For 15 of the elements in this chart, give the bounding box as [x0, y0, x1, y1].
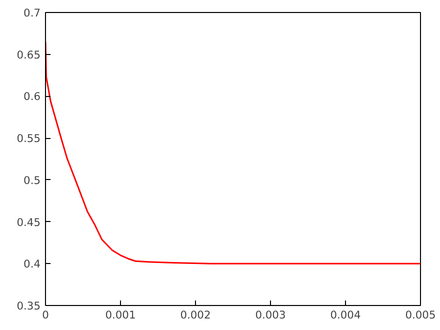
- x-tick-label: 0.002: [180, 308, 211, 322]
- line-series: [46, 41, 420, 264]
- x-tick-label: 0.001: [105, 308, 136, 322]
- x-tick-label: 0.005: [405, 308, 436, 322]
- y-tick-label: 0.55: [16, 132, 41, 146]
- y-tick-label: 0.5: [24, 174, 41, 187]
- y-tick-label: 0.45: [16, 216, 41, 229]
- y-tick-label: 0.4: [24, 258, 41, 271]
- y-tick-label: 0.6: [24, 90, 41, 104]
- y-tick-label: 0.65: [16, 48, 41, 62]
- x-tick-label: 0: [42, 308, 50, 322]
- y-tick-label: 0.7: [24, 6, 41, 20]
- y-tick-label: 0.35: [16, 300, 41, 312]
- x-tick-label: 0.003: [255, 308, 286, 322]
- x-tick-label: 0.004: [330, 308, 361, 322]
